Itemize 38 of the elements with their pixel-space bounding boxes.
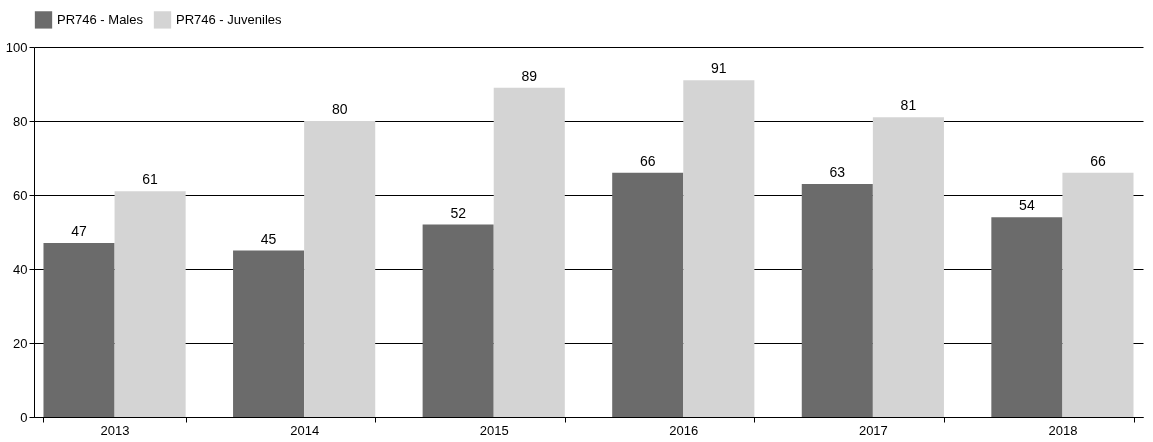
y-tick-label: 100 <box>5 39 28 55</box>
x-tick-label: 2017 <box>858 422 888 438</box>
x-tick-label: 2018 <box>1048 422 1078 438</box>
data-label: 66 <box>1090 152 1106 169</box>
y-tick-label: 80 <box>13 113 28 129</box>
y-tick-label: 20 <box>13 335 28 351</box>
data-label: 47 <box>71 223 88 240</box>
data-label: 81 <box>900 97 917 114</box>
y-tick-label: 0 <box>20 409 28 425</box>
bar <box>1062 172 1134 417</box>
bar <box>422 224 494 417</box>
bar <box>991 217 1063 417</box>
x-tick-label: 2014 <box>290 422 320 438</box>
x-tick-label: 2013 <box>100 422 130 438</box>
bar <box>683 80 755 417</box>
x-tick-label: 2016 <box>669 422 699 438</box>
y-tick-label: 40 <box>13 261 28 277</box>
data-label: 54 <box>1019 197 1035 214</box>
data-label: 63 <box>829 163 846 180</box>
x-tick-label: 2015 <box>479 422 509 438</box>
legend-label: PR746 - Males <box>57 11 144 27</box>
bar <box>43 243 115 417</box>
legend-label: PR746 - Juveniles <box>176 11 282 27</box>
y-tick-label: 60 <box>13 187 28 203</box>
data-label: 45 <box>260 230 277 247</box>
data-label: 61 <box>142 171 159 188</box>
bar <box>801 183 873 417</box>
bar <box>493 87 565 417</box>
data-label: 52 <box>450 204 467 221</box>
bar <box>612 172 684 417</box>
bar <box>233 250 305 417</box>
bar <box>114 191 186 417</box>
data-label: 89 <box>521 67 538 84</box>
data-label: 80 <box>331 101 348 117</box>
bar <box>304 121 376 417</box>
data-label: 66 <box>639 152 656 169</box>
bar <box>872 117 944 417</box>
data-label: 91 <box>711 60 727 77</box>
